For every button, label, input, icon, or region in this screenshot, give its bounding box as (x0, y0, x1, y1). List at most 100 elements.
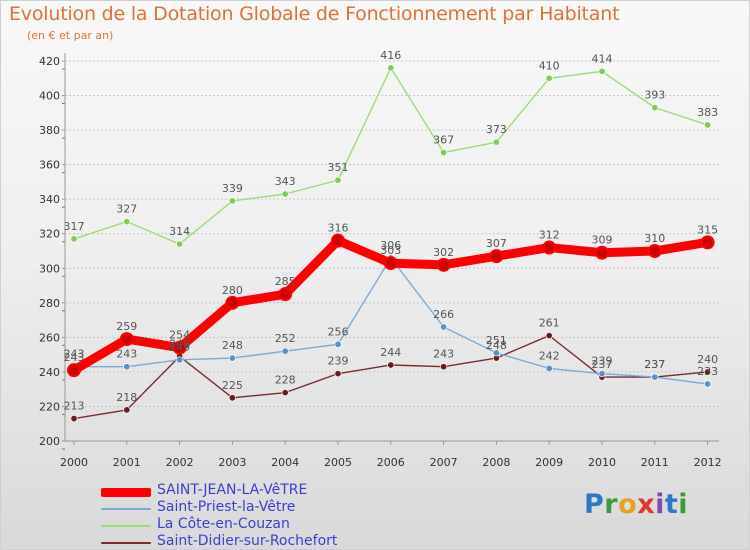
axes: 200 220 240 260 280 300 320 340 360 380 400 420 2000… (39, 53, 722, 469)
data-point (436, 257, 451, 272)
legend-swatch (101, 525, 151, 527)
data-label: 254 (169, 329, 190, 342)
data-point (278, 287, 293, 302)
data-point (598, 370, 606, 378)
logo-letter: i (655, 489, 665, 520)
data-point (281, 389, 289, 397)
data-label: 249 (169, 337, 190, 350)
data-label: 237 (592, 358, 613, 371)
x-tick-label: 2000 (60, 456, 88, 469)
data-label: 307 (486, 237, 507, 250)
data-label: 252 (275, 332, 296, 345)
data-label: 317 (64, 220, 85, 233)
legend-label: Saint-Priest-la-Vêtre (157, 499, 296, 515)
data-label: 239 (592, 355, 613, 368)
data-label: 285 (275, 275, 296, 288)
y-tick-label: 340 (39, 193, 60, 206)
y-tick-label: 360 (39, 159, 60, 172)
legend-swatch (101, 542, 151, 544)
data-point (387, 361, 395, 369)
chart-subtitle: (en € et par an) (27, 29, 114, 42)
data-point (331, 233, 345, 248)
data-point (228, 354, 236, 362)
data-label: 237 (644, 358, 665, 371)
x-tick-label: 2004 (271, 456, 299, 469)
data-label: 314 (169, 225, 190, 238)
logo-letter: x (637, 489, 656, 520)
data-point (228, 197, 236, 205)
data-label: 225 (222, 379, 243, 392)
data-label: 383 (697, 106, 718, 119)
series-lines (67, 64, 715, 423)
series-line-2 (73, 67, 709, 245)
x-tick-label: 2007 (430, 456, 458, 469)
data-label: 266 (433, 308, 454, 321)
data-label: 303 (380, 244, 401, 257)
data-point (228, 394, 236, 402)
y-tick-label: 200 (39, 435, 60, 448)
x-tick-label: 2008 (482, 456, 510, 469)
data-point (489, 249, 504, 264)
legend-label: Saint-Didier-sur-Rochefort (157, 533, 338, 549)
x-tick-label: 2005 (324, 456, 352, 469)
data-point (704, 368, 712, 376)
x-tick-label: 2003 (218, 456, 246, 469)
data-label: 309 (592, 234, 613, 247)
data-point (542, 240, 557, 255)
x-tick-label: 2009 (535, 456, 563, 469)
data-label: 315 (697, 223, 718, 236)
data-point (598, 67, 606, 75)
data-label: 237 (644, 358, 665, 371)
data-point (492, 138, 500, 146)
data-label: 280 (222, 284, 243, 297)
y-tick-label: 260 (39, 331, 60, 344)
grid (65, 60, 719, 407)
legend-swatch (101, 487, 151, 497)
data-label: 240 (697, 353, 718, 366)
data-label: 302 (433, 246, 454, 259)
data-label: 393 (644, 89, 665, 102)
data-label: 416 (380, 49, 401, 62)
data-point (651, 373, 659, 381)
data-label: 316 (328, 222, 349, 235)
data-point (70, 235, 78, 243)
data-label: 248 (486, 339, 507, 352)
legend-label: SAINT-JEAN-LA-VêTRE (157, 482, 308, 498)
data-label: 312 (539, 229, 560, 242)
y-tick-label: 420 (39, 55, 60, 68)
data-point (704, 121, 712, 129)
x-tick-label: 2010 (588, 456, 616, 469)
data-label: 351 (328, 161, 349, 174)
data-point (176, 240, 184, 248)
data-label: 251 (486, 334, 507, 347)
data-point (545, 332, 553, 340)
data-label: 218 (116, 391, 137, 404)
y-tick-label: 300 (39, 262, 60, 275)
data-point (647, 244, 662, 258)
data-label: 373 (486, 123, 507, 136)
logo-letter: o (618, 489, 638, 520)
x-tick-label: 2006 (377, 456, 405, 469)
chart-title: Evolution de la Dotation Globale de Fonc… (9, 3, 620, 25)
x-tick-label: 2012 (694, 456, 722, 469)
logo-letter: t (664, 489, 679, 520)
data-point (440, 323, 448, 331)
data-label: 256 (328, 325, 349, 338)
legend-swatch (101, 508, 151, 510)
data-label: 243 (64, 348, 85, 361)
y-tick-label: 220 (39, 400, 60, 413)
data-label: 339 (222, 182, 243, 195)
data-label: 259 (116, 320, 137, 333)
data-label: 243 (64, 351, 85, 364)
data-point (545, 74, 553, 82)
data-label: 249 (169, 341, 190, 354)
data-label: 248 (222, 339, 243, 352)
data-label: 306 (380, 239, 401, 252)
data-label: 242 (539, 349, 560, 362)
data-labels: 243 259 254 280 285 316 303 302 307 312 309 310 315 2… (64, 49, 719, 413)
data-point (123, 218, 131, 226)
data-point (440, 149, 448, 157)
y-tick-label: 400 (39, 90, 60, 103)
